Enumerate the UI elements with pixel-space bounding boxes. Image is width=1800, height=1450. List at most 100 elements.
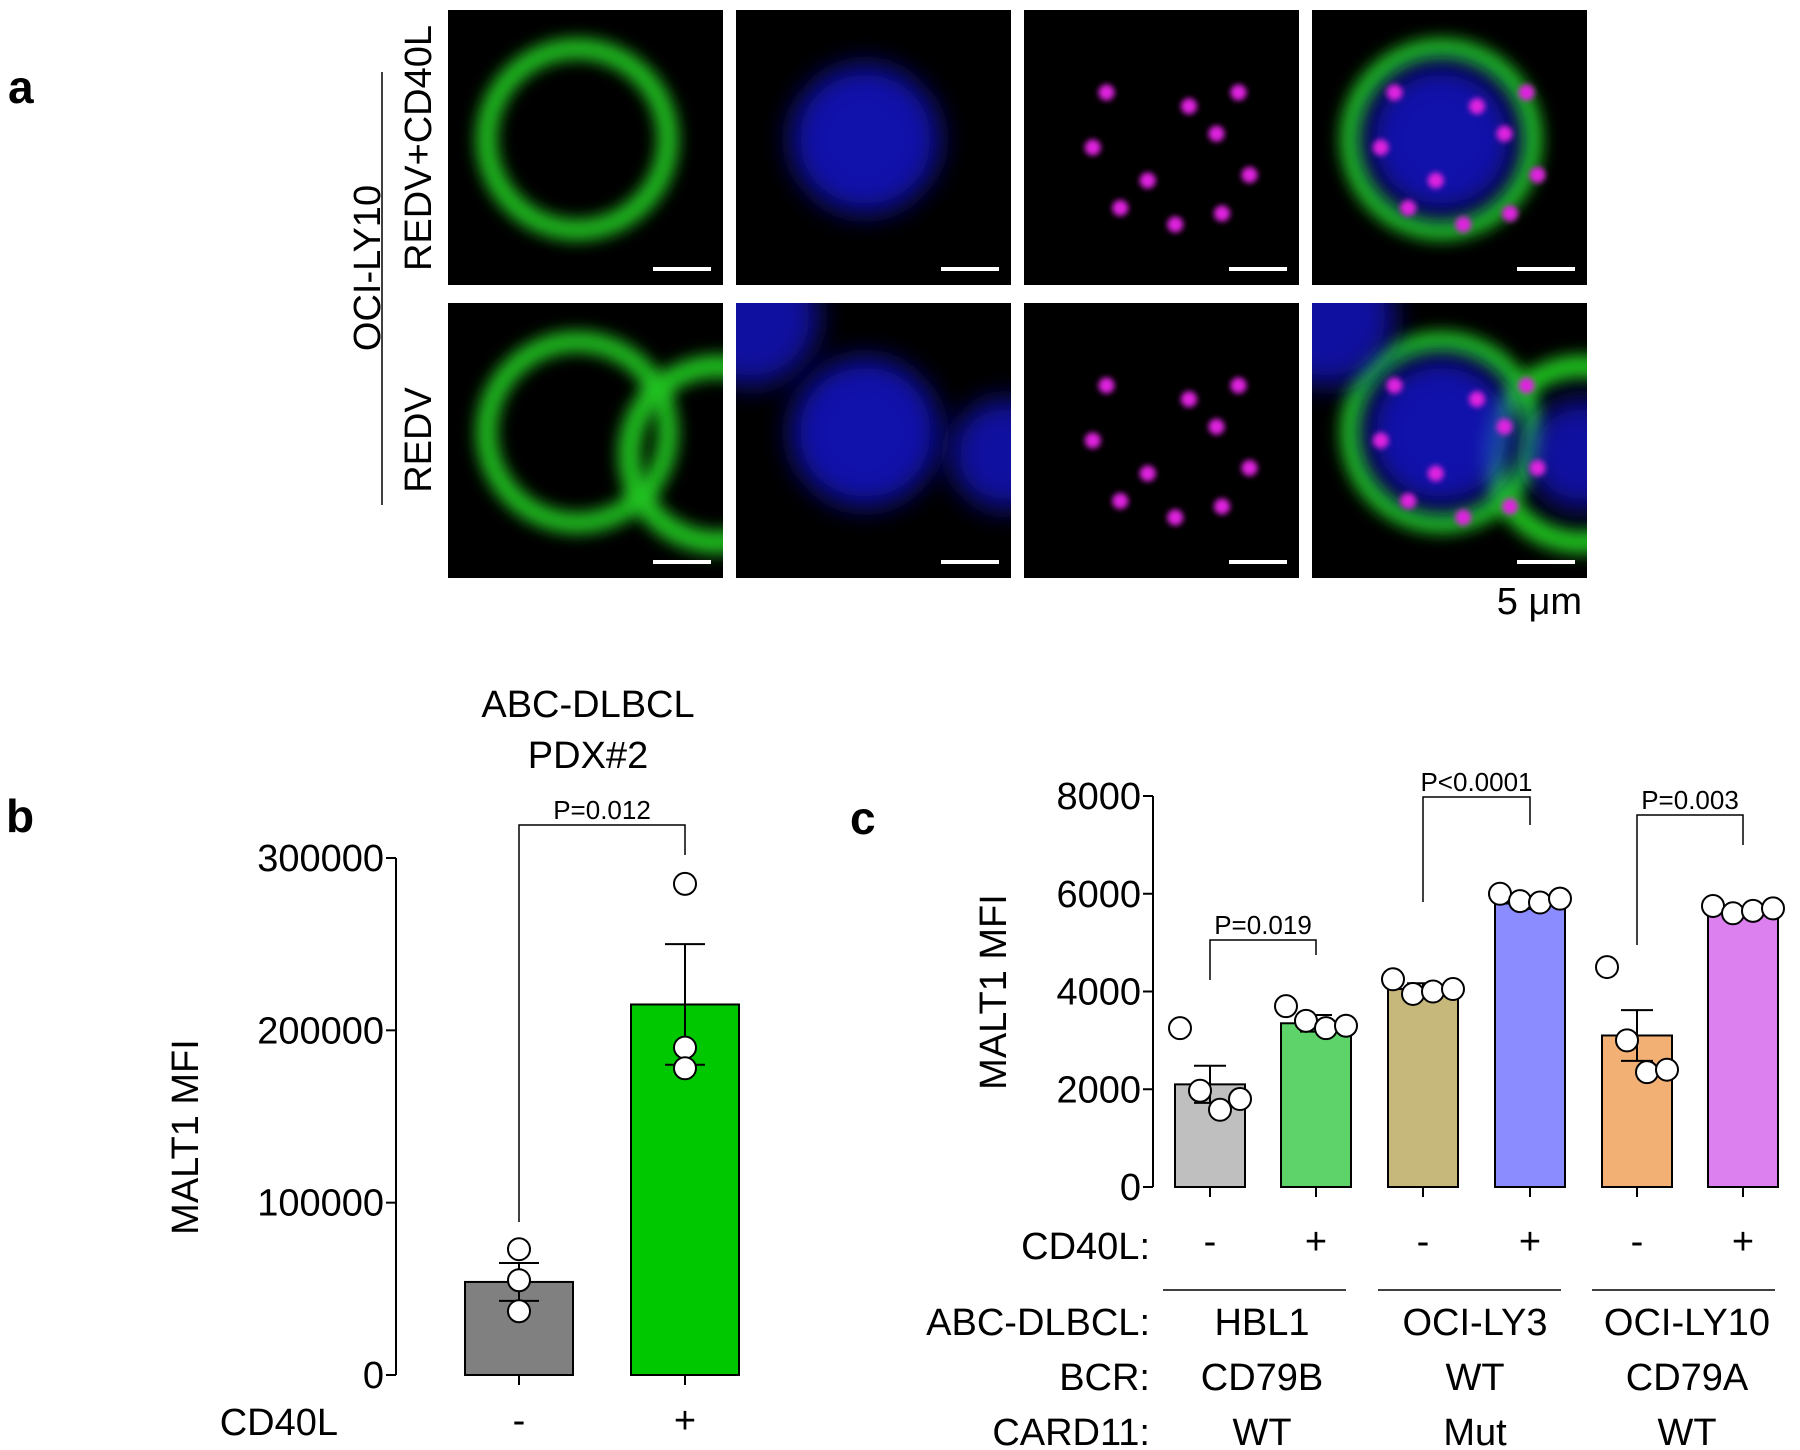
x-tick-label: + xyxy=(1519,1221,1541,1263)
data-point xyxy=(507,1299,531,1324)
y-tick-label: 300000 xyxy=(257,838,384,880)
group-card11-ocily10: WT xyxy=(1657,1412,1716,1450)
panel-a-label: a xyxy=(8,61,34,113)
y-tick-label: 0 xyxy=(363,1355,384,1397)
igm-spot xyxy=(1427,465,1444,482)
significance-bracket xyxy=(1636,814,1744,945)
tile-background xyxy=(1024,10,1299,285)
x-tick-label: - xyxy=(1204,1221,1217,1263)
data-point xyxy=(1655,1057,1679,1082)
channel-label-merge: Merge xyxy=(1320,242,1428,284)
significance-label: P=0.019 xyxy=(1214,910,1312,940)
igm-spot xyxy=(1469,98,1485,115)
chart-b-title-line2: PDX#2 xyxy=(528,735,648,777)
igm-spot xyxy=(1230,377,1247,394)
x-tick-label: - xyxy=(1417,1221,1430,1263)
channel-label-igm: IgM xyxy=(1032,242,1095,284)
igm-spot xyxy=(1496,125,1513,142)
micro-tile-cd20-row1 xyxy=(448,10,723,285)
igm-spot xyxy=(1455,509,1472,526)
data-point xyxy=(1381,967,1405,992)
channel-label-cd20: CD20 xyxy=(456,242,553,284)
igm-spot xyxy=(1400,493,1417,509)
cd20-stain xyxy=(476,331,678,533)
igm-spot xyxy=(1214,498,1230,515)
igm-spot xyxy=(1230,84,1247,101)
tile-background xyxy=(1024,303,1299,578)
x-tick-label: - xyxy=(1631,1221,1644,1263)
significance-label: P=0.003 xyxy=(1641,785,1739,815)
x-tick-label: - xyxy=(513,1400,526,1442)
igm-spot xyxy=(1372,139,1389,156)
igm-spot xyxy=(1455,216,1472,233)
group-card11-ocily3: Mut xyxy=(1443,1412,1507,1450)
significance-label: P=0.012 xyxy=(553,795,651,825)
igm-spot xyxy=(1241,167,1258,183)
data-point xyxy=(1615,1028,1639,1053)
data-point xyxy=(673,1056,697,1081)
chart-b-ylabel: MALT1 MFI xyxy=(165,1039,207,1235)
data-point xyxy=(1701,893,1725,918)
igm-spot xyxy=(1139,465,1156,482)
data-point xyxy=(1274,994,1298,1019)
group-bcr-ocily10: CD79A xyxy=(1626,1357,1749,1399)
data-point xyxy=(1208,1097,1232,1122)
igm-spot xyxy=(1518,84,1535,101)
panel-b-label: b xyxy=(6,790,34,842)
igm-spot xyxy=(1529,460,1546,476)
micro-tile-merge-row1 xyxy=(1312,10,1587,285)
igm-spot xyxy=(1208,418,1225,435)
microscopy-grid: CD20 DAPI IgM Merge xyxy=(448,10,1587,578)
dapi-stain xyxy=(736,303,819,386)
row-label-cd40l: CD40L: xyxy=(1021,1226,1150,1268)
row-label-abc-dlbcl: ABC-DLBCL: xyxy=(926,1302,1150,1344)
igm-spot xyxy=(1502,205,1518,222)
significance-bracket xyxy=(1422,796,1531,902)
igm-spot xyxy=(1112,493,1129,509)
igm-spot xyxy=(1208,125,1225,142)
y-tick-label: 200000 xyxy=(257,1010,384,1052)
igm-spot xyxy=(1214,205,1230,222)
data-point xyxy=(1548,886,1572,911)
cd20-stain xyxy=(1340,38,1542,240)
bar xyxy=(1280,1022,1352,1188)
igm-spot xyxy=(1496,418,1513,435)
data-point xyxy=(1595,955,1619,980)
y-tick-label: 6000 xyxy=(1056,874,1141,916)
igm-spot xyxy=(1084,432,1101,449)
group-card11-hbl1: WT xyxy=(1232,1412,1291,1450)
y-tick-label: 2000 xyxy=(1056,1069,1141,1111)
group-bcr-ocily3: WT xyxy=(1445,1357,1504,1399)
panel-c-label: c xyxy=(850,792,876,844)
igm-spot xyxy=(1502,498,1518,515)
data-point xyxy=(1188,1078,1212,1103)
data-point xyxy=(673,871,697,896)
group-cell-line-ocily10: OCI-LY10 xyxy=(1604,1302,1770,1344)
cd20-stain xyxy=(476,38,678,240)
y-tick-label: 0 xyxy=(1120,1167,1141,1209)
data-point xyxy=(1528,890,1552,915)
micro-tile-igm-row2 xyxy=(1024,303,1299,578)
y-tick-label: 8000 xyxy=(1056,776,1141,818)
data-point xyxy=(1314,1016,1338,1041)
cd20-stain xyxy=(618,355,723,554)
chart-b-xlabel: CD40L xyxy=(220,1402,338,1444)
igm-spot xyxy=(1469,391,1485,408)
data-point xyxy=(1168,1016,1192,1041)
igm-spot xyxy=(1400,200,1417,216)
dapi-stain xyxy=(791,65,940,214)
igm-spot xyxy=(1167,509,1184,526)
row-label-bcr: BCR: xyxy=(1059,1357,1150,1399)
y-tick-label: 4000 xyxy=(1056,972,1141,1014)
data-point xyxy=(1635,1060,1659,1085)
significance-label: P<0.0001 xyxy=(1420,767,1532,797)
igm-spot xyxy=(1084,139,1101,156)
dapi-stain xyxy=(950,399,1011,510)
dapi-stain xyxy=(1312,303,1395,386)
row-label-redv: REDV xyxy=(398,387,440,493)
x-tick-label: + xyxy=(1732,1221,1754,1263)
igm-spot xyxy=(1529,167,1546,183)
micro-tile-igm-row1 xyxy=(1024,10,1299,285)
data-point xyxy=(1488,881,1512,906)
significance-bracket xyxy=(518,824,686,1222)
